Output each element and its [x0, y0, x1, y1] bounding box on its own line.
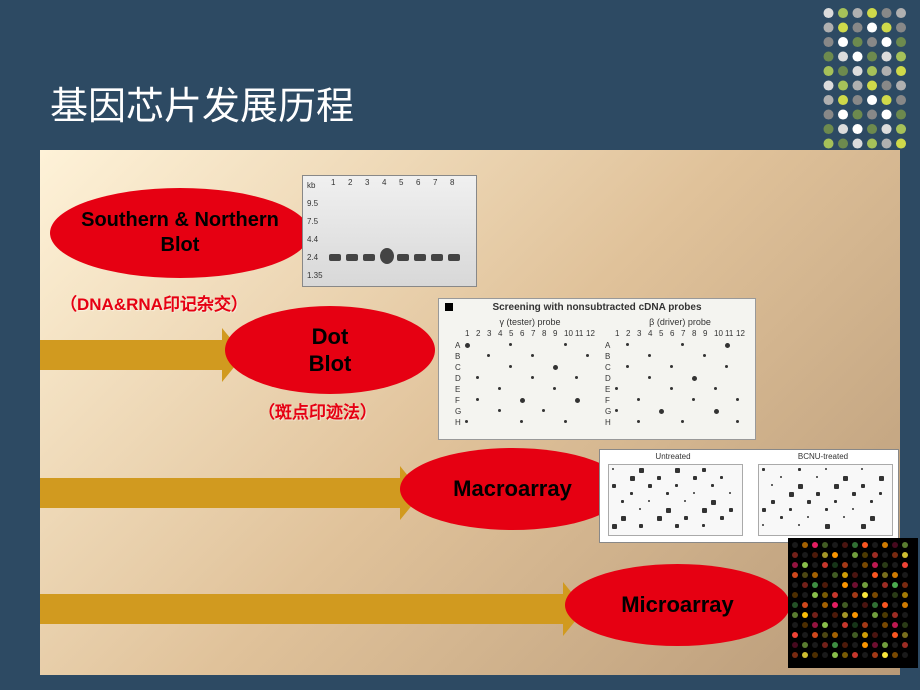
- stage-subtitle-0: （DNA&RNA印记杂交）: [60, 290, 248, 315]
- progress-arrow-1: [40, 340, 222, 370]
- stage-ellipse-3: Microarray: [565, 564, 790, 646]
- stage-subtitle-1: （斑点印迹法）: [258, 398, 377, 423]
- stage-ellipse-1: DotBlot: [225, 306, 435, 394]
- slide-title: 基因芯片发展历程: [50, 75, 354, 130]
- progress-arrow-2: [40, 478, 400, 508]
- decorative-dots: [822, 8, 912, 153]
- content-area: Southern & NorthernBlot （DNA&RNA印记杂交） kb9.…: [40, 150, 900, 675]
- progress-arrow-3: [40, 594, 563, 624]
- macroarray-image: UntreatedBCNU-treated: [599, 449, 899, 543]
- southern-blot-image: kb9.57.54.42.41.3512345678: [302, 175, 477, 287]
- dot-blot-image: Screening with nonsubtracted cDNA probes…: [438, 298, 756, 440]
- stage-ellipse-0: Southern & NorthernBlot: [50, 188, 310, 278]
- microarray-image: [788, 538, 918, 668]
- stage-ellipse-2: Macroarray: [400, 448, 625, 530]
